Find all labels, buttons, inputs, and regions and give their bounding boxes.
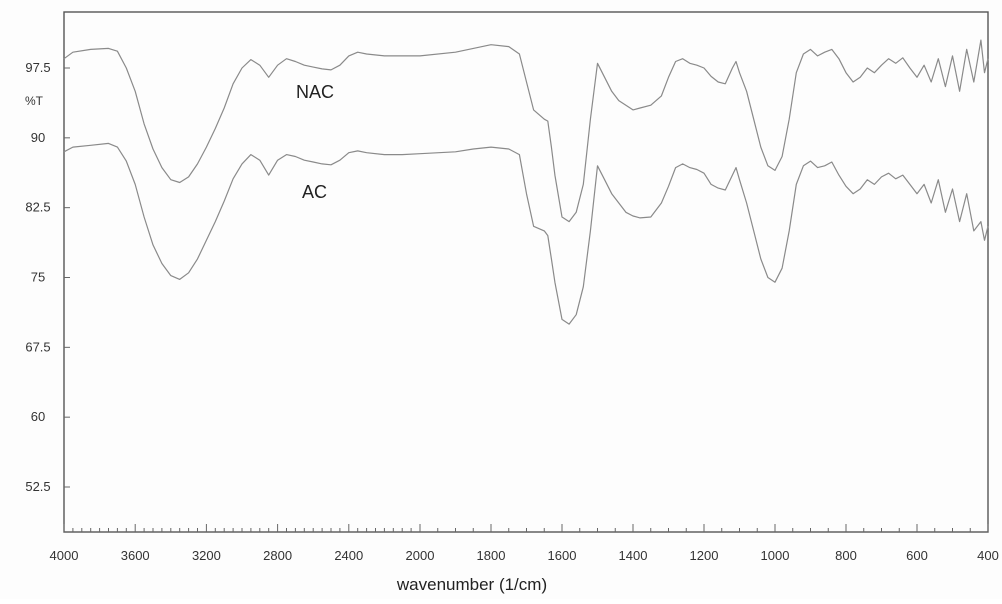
series-label-ac: AC [302,182,327,202]
x-tick-label: 800 [835,548,857,563]
x-tick-label: 3600 [121,548,150,563]
x-axis-title: wavenumber (1/cm) [396,575,547,594]
x-tick-label: 1200 [690,548,719,563]
x-tick-label: 2800 [263,548,292,563]
y-tick-label: 90 [31,130,45,145]
x-tick-label: 4000 [50,548,79,563]
y-tick-label: 60 [31,409,45,424]
y-tick-label: 67.5 [25,339,50,354]
x-tick-label: 2000 [406,548,435,563]
plot-frame [64,12,988,532]
series-line-nac [64,40,988,222]
x-tick-label: 2400 [334,548,363,563]
x-tick-label: 400 [977,548,999,563]
y-tick-label: 82.5 [25,200,50,215]
x-tick-label: 1600 [548,548,577,563]
x-tick-label: 1400 [619,548,648,563]
series-layer [64,40,988,324]
y-axis-unit-label: %T [25,94,44,108]
y-tick-label: 97.5 [25,60,50,75]
x-tick-label: 3200 [192,548,221,563]
x-tick-label: 600 [906,548,928,563]
x-axis: 4000 3600 3200 2800 2400 2000 1800 1600 1400 1200… [50,524,999,563]
series-line-ac [64,143,988,324]
y-tick-label: 75 [31,270,45,285]
x-tick-label: 1800 [477,548,506,563]
series-label-nac: NAC [296,82,334,102]
x-tick-label: 1000 [761,548,790,563]
y-tick-label: 52.5 [25,479,50,494]
